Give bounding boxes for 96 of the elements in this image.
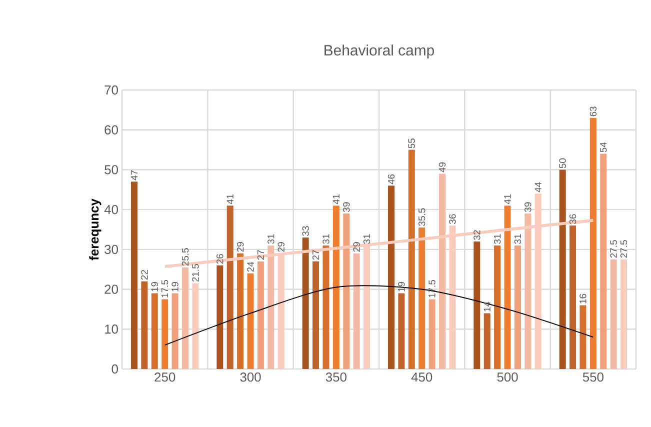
data-label: 31 — [268, 234, 274, 244]
data-label: 50 — [559, 158, 566, 168]
bar — [484, 313, 490, 369]
y-tick-label: 10 — [105, 324, 118, 334]
data-label: 63 — [590, 106, 597, 116]
bar — [590, 118, 596, 369]
bar — [247, 273, 254, 369]
data-label: 33 — [302, 226, 309, 236]
data-label: 17.5 — [162, 280, 168, 298]
y-tick-label: 50 — [104, 165, 118, 174]
data-label: 14 — [484, 302, 490, 312]
data-label: 47 — [130, 170, 138, 180]
bar — [257, 261, 264, 369]
y-tick-label: 0 — [112, 364, 118, 374]
y-tick-label: 20 — [104, 284, 118, 294]
bar — [237, 253, 244, 369]
bar — [570, 226, 576, 369]
data-label: 46 — [388, 174, 395, 184]
data-label: 16 — [580, 294, 586, 304]
y-tick-label: 60 — [104, 125, 118, 134]
bar — [600, 154, 607, 369]
data-label: 29 — [278, 242, 284, 252]
chart-title: Behavioral camp — [324, 44, 434, 58]
bar — [312, 261, 320, 369]
bar — [408, 150, 415, 369]
bar — [216, 265, 224, 369]
bar — [141, 281, 148, 369]
data-label: 49 — [438, 162, 446, 172]
bar — [226, 206, 234, 369]
data-label: 32 — [474, 230, 480, 240]
data-label: 36 — [449, 214, 456, 224]
data-label: 27 — [312, 250, 320, 260]
data-label: 29 — [353, 242, 360, 252]
data-label: 31 — [363, 234, 370, 244]
y-tick-label: 40 — [104, 204, 118, 214]
bar — [494, 245, 501, 369]
data-label: 19 — [151, 282, 158, 292]
data-label: 25.5 — [182, 248, 189, 266]
bar — [322, 245, 330, 369]
data-label: 36 — [569, 214, 576, 224]
data-label: 24 — [247, 262, 254, 272]
bar — [130, 182, 138, 369]
y-tick-label: 70 — [104, 85, 118, 95]
bar — [172, 293, 178, 369]
data-label: 44 — [534, 182, 542, 192]
x-tick-label: 250 — [154, 372, 176, 382]
x-tick-label: 350 — [326, 372, 346, 382]
data-label: 27.5 — [610, 240, 617, 258]
data-label: 31 — [322, 234, 330, 244]
bar — [428, 299, 436, 369]
bar — [182, 267, 188, 369]
bar — [474, 241, 480, 369]
data-label: 26 — [216, 254, 224, 264]
bar — [268, 245, 274, 369]
data-label: 27.5 — [620, 240, 628, 258]
bar — [302, 237, 309, 369]
bar — [610, 259, 617, 369]
x-tick-label: 500 — [497, 372, 518, 382]
bar — [418, 228, 426, 369]
data-label: 39 — [343, 202, 350, 212]
data-label: 54 — [600, 142, 607, 152]
bar — [332, 206, 340, 369]
bar — [398, 293, 405, 369]
bar — [343, 214, 350, 369]
data-label: 19 — [398, 282, 405, 292]
x-tick-label: 450 — [411, 372, 432, 382]
data-label: 35.5 — [418, 208, 426, 226]
y-axis-title: ferequncy — [89, 198, 102, 260]
data-label: 41 — [504, 194, 511, 204]
data-label: 17.5 — [428, 280, 436, 298]
bar — [438, 174, 446, 369]
data-label: 21.5 — [192, 264, 199, 282]
bar — [580, 305, 586, 369]
data-label: 31 — [514, 234, 522, 244]
data-label: 29 — [236, 242, 244, 252]
bar — [388, 186, 394, 369]
bar — [151, 293, 158, 369]
bar — [620, 259, 628, 369]
data-label: 27 — [257, 250, 264, 260]
data-label: 22 — [141, 270, 148, 280]
x-tick-label: 550 — [582, 372, 604, 382]
bar — [353, 253, 360, 369]
bar — [192, 283, 199, 369]
x-tick-label: 300 — [240, 372, 261, 382]
data-label: 55 — [408, 138, 415, 148]
bar — [514, 245, 521, 369]
bar — [504, 206, 511, 369]
data-label: 39 — [524, 202, 532, 212]
bar — [162, 299, 168, 369]
bar — [559, 170, 566, 369]
data-label: 41 — [332, 194, 340, 204]
data-label: 41 — [226, 194, 234, 204]
data-label: 19 — [172, 282, 178, 292]
bar — [524, 214, 532, 369]
data-label: 31 — [494, 234, 501, 244]
y-tick-label: 30 — [104, 244, 118, 254]
